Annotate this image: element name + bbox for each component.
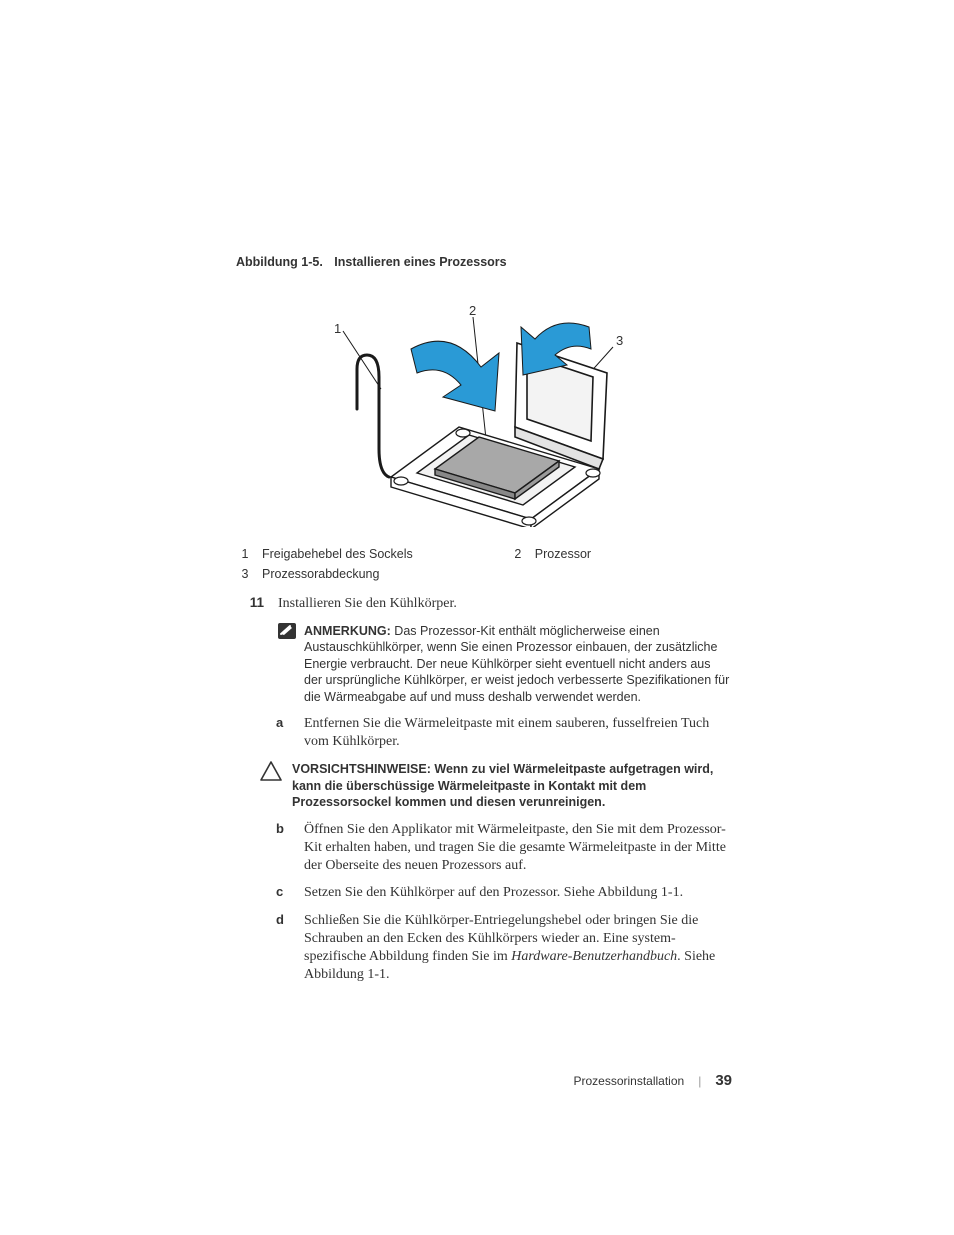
diagram-callout-1: 1 (334, 321, 341, 336)
substep-text: Setzen Sie den Kühlkörper auf den Prozes… (292, 884, 732, 902)
diagram-callout-2: 2 (469, 303, 476, 318)
footer-page-number: 39 (715, 1072, 732, 1089)
step-number: 11 (236, 595, 264, 613)
substep-marker: b (276, 821, 292, 875)
step-item: 11 Installieren Sie den Kühlkörper. (236, 595, 732, 613)
callout-number: 2 (509, 547, 535, 561)
callout-number: 3 (236, 567, 262, 581)
page-content: Abbildung 1-5. Installieren eines Prozes… (236, 255, 732, 994)
processor-install-svg (331, 277, 651, 527)
caution-label: VORSICHTSHINWEISE: (292, 762, 431, 776)
note-icon (278, 623, 296, 639)
substep-text: Entfernen Sie die Wärmeleitpaste mit ein… (292, 715, 732, 751)
substep-marker: c (276, 884, 292, 902)
callout-label: Prozessorabdeckung (262, 567, 379, 581)
note-label: ANMERKUNG: (304, 624, 391, 638)
callout-label: Freigabehebel des Sockels (262, 547, 413, 561)
callout-cell: 2 Prozessor (509, 547, 732, 561)
substep-d: d Schließen Sie die Kühlkörper-Entriegel… (276, 912, 732, 984)
footer-section-title: Prozessorinstallation (573, 1074, 698, 1088)
substep-a: a Entfernen Sie die Wärmeleitpaste mit e… (276, 715, 732, 751)
substep-text: Öffnen Sie den Applikator mit Wärmeleitp… (292, 821, 732, 875)
caution-text: VORSICHTSHINWEISE: Wenn zu viel Wärmelei… (284, 761, 732, 811)
note-text: ANMERKUNG: Das Prozessor-Kit enthält mög… (296, 623, 732, 706)
substep-d-italic: Hardware-Benutzerhandbuch (511, 949, 677, 964)
step-list: 11 Installieren Sie den Kühlkörper. ANME… (236, 595, 732, 984)
substep-b: b Öffnen Sie den Applikator mit Wärmelei… (276, 821, 732, 875)
callout-cell: 3 Prozessorabdeckung (236, 567, 509, 581)
callout-cell: 1 Freigabehebel des Sockels (236, 547, 509, 561)
callout-label: Prozessor (535, 547, 591, 561)
figure-title: Installieren eines Prozessors (334, 255, 506, 269)
page-footer: Prozessorinstallation | 39 (236, 1072, 732, 1089)
footer-divider: | (698, 1074, 715, 1088)
substep-c: c Setzen Sie den Kühlkörper auf den Proz… (276, 884, 732, 902)
figure-number: Abbildung 1-5. (236, 255, 323, 269)
callout-row: 3 Prozessorabdeckung (236, 567, 732, 581)
substep-marker: d (276, 912, 292, 984)
note-block: ANMERKUNG: Das Prozessor-Kit enthält mög… (278, 623, 732, 706)
caution-block: VORSICHTSHINWEISE: Wenn zu viel Wärmelei… (260, 761, 732, 811)
warning-triangle-icon (260, 761, 284, 781)
callout-number: 1 (236, 547, 262, 561)
figure-caption: Abbildung 1-5. Installieren eines Prozes… (236, 255, 732, 269)
diagram-callout-3: 3 (616, 333, 623, 348)
callout-table: 1 Freigabehebel des Sockels 2 Prozessor … (236, 547, 732, 581)
substep-marker: a (276, 715, 292, 751)
step-text: Installieren Sie den Kühlkörper. (264, 595, 732, 613)
callout-row: 1 Freigabehebel des Sockels 2 Prozessor (236, 547, 732, 561)
substep-text: Schließen Sie die Kühlkörper-Entriegelun… (292, 912, 732, 984)
figure-diagram: 1 2 3 (236, 277, 732, 535)
